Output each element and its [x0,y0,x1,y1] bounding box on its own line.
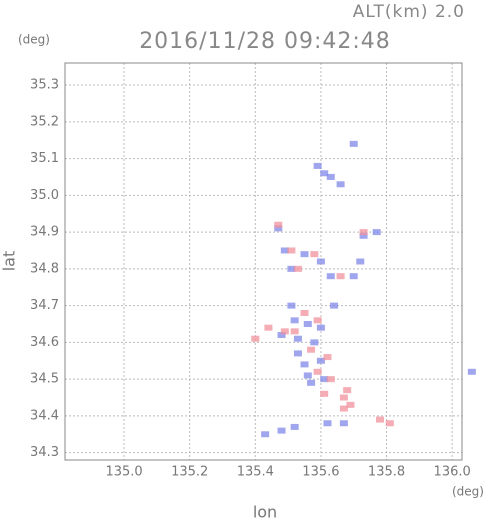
echo-cell [336,273,345,280]
echo-cell [336,181,345,188]
y-tick-label: 34.7 [30,298,59,313]
echo-cell [385,420,394,427]
x-tick-label: 135.4 [237,465,274,480]
echo-cell [300,251,309,258]
echo-cell [349,273,358,280]
echo-cell [251,335,260,342]
y-tick-label: 35.0 [30,188,59,203]
x-tick-label: 135.6 [302,465,339,480]
echo-cell [320,170,329,177]
echo-cell [303,320,312,327]
echo-cell [287,302,296,309]
echo-cell [330,302,339,309]
chart-title: 2016/11/28 09:42:48 [139,29,391,54]
y-tick-label: 35.2 [30,114,59,129]
x-axis-label: lon [253,503,277,521]
echo-cell [290,423,299,430]
altitude-label: ALT(km) 2.0 [353,2,465,22]
echo-cell [467,368,476,375]
echo-cell [290,317,299,324]
echo-cell [343,387,352,394]
x-tick-label: 136.0 [434,465,471,480]
echo-cell [313,317,322,324]
echo-cell [310,339,319,346]
echo-cell [290,328,299,335]
echo-cell [287,265,296,272]
echo-cell [339,420,348,427]
echo-cell [287,247,296,254]
echo-cell [274,221,283,228]
echo-cell [280,328,289,335]
echo-cell [313,162,322,169]
echo-cell [323,354,332,361]
echo-cell [372,229,381,236]
echo-cell [274,225,283,232]
plot-frame [64,62,463,461]
y-tick-label: 35.1 [30,151,59,166]
y-axis-label: lat [0,251,19,272]
echo-cell [307,346,316,353]
y-tick-label: 34.9 [30,225,59,240]
echo-cell [277,427,286,434]
y-tick-label: 34.6 [30,335,59,350]
echo-cell [303,372,312,379]
echo-cell [313,368,322,375]
echo-cell [320,376,329,383]
echo-cell [280,247,289,254]
echo-cell [326,273,335,280]
x-unit: (deg) [452,485,484,499]
echo-cell [307,379,316,386]
y-tick-label: 35.3 [30,78,59,93]
x-tick-label: 135.0 [105,465,142,480]
y-tick-label: 34.8 [30,261,59,276]
echo-cell [277,332,286,339]
echo-cell [326,376,335,383]
echo-cell [316,357,325,364]
echo-cell [323,420,332,427]
echo-cell [293,335,302,342]
echo-cell [293,265,302,272]
echo-cell [356,258,365,265]
echo-cell [339,394,348,401]
echo-cell [375,416,384,423]
echo-cell [264,324,273,331]
echo-cell [326,173,335,180]
x-tick-label: 135.8 [368,465,405,480]
echo-cell [359,229,368,236]
echo-cell [316,324,325,331]
echo-cell [320,390,329,397]
echo-cell [346,401,355,408]
echo-cell [300,361,309,368]
echo-cell [310,251,319,258]
echo-cell [300,309,309,316]
y-tick-label: 34.3 [30,445,59,460]
echo-cell [349,140,358,147]
echo-cell [339,405,348,412]
echo-cell [316,258,325,265]
y-tick-label: 34.5 [30,372,59,387]
x-tick-label: 135.2 [171,465,208,480]
echo-cell [261,431,270,438]
y-tick-label: 34.4 [30,408,59,423]
echo-cell [293,350,302,357]
echo-cell [359,232,368,239]
y-unit: (deg) [18,33,50,47]
